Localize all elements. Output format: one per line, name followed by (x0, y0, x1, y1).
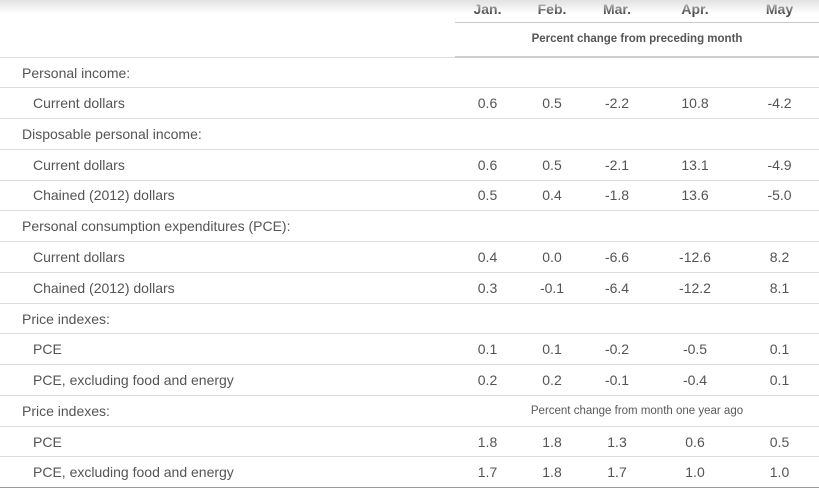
value-cell: -0.1 (584, 364, 650, 396)
row-label: Current dollars (0, 149, 455, 181)
column-header-may: May (740, 0, 819, 23)
data-row: PCE 0.1 0.1 -0.2 -0.5 0.1 (0, 333, 819, 366)
value-cell: -0.4 (650, 364, 740, 396)
value-cell: -0.1 (520, 272, 584, 304)
value-cell: 0.5 (520, 87, 584, 120)
value-cell: 0.5 (520, 149, 584, 181)
row-label: Personal consumption expenditures (PCE): (0, 210, 819, 243)
row-label: Current dollars (0, 87, 455, 120)
column-header-mar: Mar. (584, 0, 650, 23)
section-row: Personal income: (0, 57, 819, 89)
data-row: PCE, excluding food and energy 0.2 0.2 -0.1… (0, 364, 819, 396)
data-row: PCE, excluding food and energy 1.7 1.8 1.7 1… (0, 456, 819, 488)
data-row: Chained (2012) dollars 0.3 -0.1 -6.4 -12.2 8.… (0, 272, 819, 304)
value-cell: 0.5 (455, 180, 520, 212)
value-cell: 1.0 (650, 456, 740, 488)
value-cell: 0.1 (740, 364, 819, 396)
value-cell: 1.7 (455, 456, 520, 488)
value-cell: 1.8 (455, 426, 520, 458)
value-cell: 0.6 (455, 87, 520, 120)
row-label: Disposable personal income: (0, 118, 819, 150)
section-row: Disposable personal income: (0, 118, 819, 150)
row-label: Chained (2012) dollars (0, 180, 455, 212)
row-label: Price indexes: (0, 303, 819, 335)
data-row: Current dollars 0.4 0.0 -6.6 -12.6 8.2 (0, 241, 819, 273)
value-cell: 0.3 (455, 272, 520, 304)
value-cell: 13.6 (650, 180, 740, 212)
column-header-apr: Apr. (650, 0, 740, 23)
value-cell: 0.1 (740, 333, 819, 366)
value-cell: 1.3 (584, 426, 650, 458)
data-row: Current dollars 0.6 0.5 -2.2 10.8 -4.2 (0, 87, 819, 120)
value-cell: 0.0 (520, 241, 584, 273)
section-row: Price indexes: (0, 303, 819, 335)
value-cell: -1.8 (584, 180, 650, 212)
data-row: Chained (2012) dollars 0.5 0.4 -1.8 13.6 -5.0 (0, 180, 819, 212)
row-label: PCE, excluding food and energy (0, 456, 455, 488)
value-cell: 0.1 (520, 333, 584, 366)
table-subtitle: Percent change from preceding month (455, 22, 819, 58)
value-cell: -6.6 (584, 241, 650, 273)
value-cell: -12.2 (650, 272, 740, 304)
corner-spacer-cell (0, 0, 455, 22)
row-label: PCE (0, 333, 455, 366)
value-cell: 0.2 (455, 364, 520, 396)
value-cell: 0.6 (455, 149, 520, 181)
section-note: Percent change from month one year ago (455, 395, 819, 427)
corner-spacer-cell (0, 22, 455, 58)
value-cell: 1.0 (740, 456, 819, 488)
row-label: PCE (0, 426, 455, 458)
value-cell: 8.1 (740, 272, 819, 304)
row-label: Personal income: (0, 57, 819, 89)
section-row: Personal consumption expenditures (PCE): (0, 210, 819, 243)
value-cell: -6.4 (584, 272, 650, 304)
value-cell: 1.7 (584, 456, 650, 488)
value-cell: 0.6 (650, 426, 740, 458)
value-cell: -2.1 (584, 149, 650, 181)
value-cell: 0.4 (455, 241, 520, 273)
value-cell: 0.2 (520, 364, 584, 396)
value-cell: 10.8 (650, 87, 740, 120)
table-body: Personal income: Current dollars 0.6 0.5 -2.… (0, 57, 819, 488)
row-label: Current dollars (0, 241, 455, 273)
month-header-row: Jan. Feb. Mar. Apr. May (0, 0, 819, 23)
subtitle-row: Percent change from preceding month (0, 22, 819, 58)
row-label: Chained (2012) dollars (0, 272, 455, 304)
value-cell: -4.2 (740, 87, 819, 120)
column-header-jan: Jan. (455, 0, 520, 23)
section-row: Price indexes: Percent change from month … (0, 395, 819, 427)
value-cell: 0.4 (520, 180, 584, 212)
value-cell: 0.1 (455, 333, 520, 366)
data-row: PCE 1.8 1.8 1.3 0.6 0.5 (0, 426, 819, 458)
value-cell: 1.8 (520, 456, 584, 488)
value-cell: 13.1 (650, 149, 740, 181)
row-label: Price indexes: (0, 395, 455, 427)
row-label: PCE, excluding food and energy (0, 364, 455, 396)
value-cell: 8.2 (740, 241, 819, 273)
value-cell: -0.5 (650, 333, 740, 366)
column-header-feb: Feb. (520, 0, 584, 23)
value-cell: -2.2 (584, 87, 650, 120)
data-row: Current dollars 0.6 0.5 -2.1 13.1 -4.9 (0, 149, 819, 181)
value-cell: -12.6 (650, 241, 740, 273)
value-cell: -5.0 (740, 180, 819, 212)
value-cell: 1.8 (520, 426, 584, 458)
value-cell: -4.9 (740, 149, 819, 181)
value-cell: -0.2 (584, 333, 650, 366)
value-cell: 0.5 (740, 426, 819, 458)
